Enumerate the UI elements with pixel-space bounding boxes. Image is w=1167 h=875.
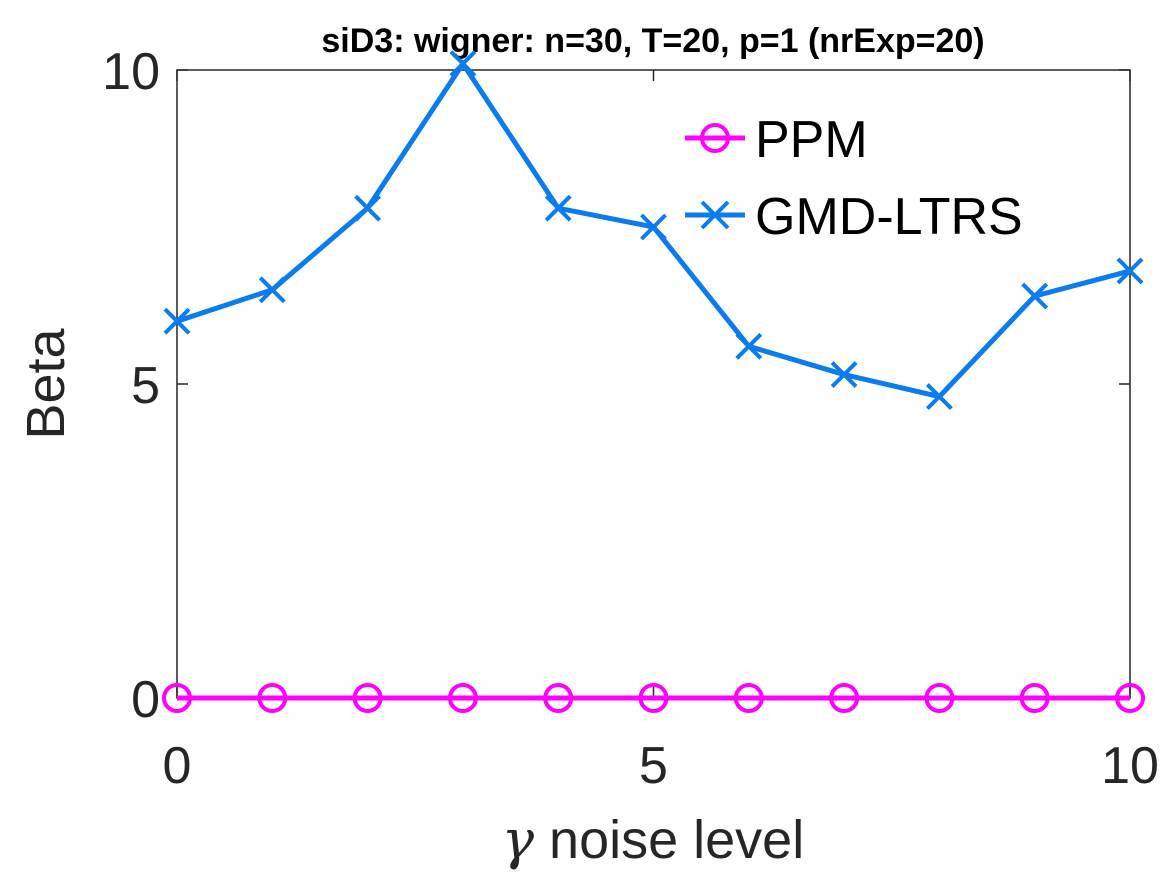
legend-ppm: PPM [685, 111, 868, 169]
y-tick-label: 10 [102, 43, 160, 101]
series-ppm-point [638, 683, 669, 713]
series-ppm [162, 683, 1145, 713]
x-axis-symbol: γ [502, 808, 535, 871]
series-gmd-ltrs-point [354, 194, 382, 222]
legend-gmd-ltrs: GMD-LTRS [685, 188, 1023, 246]
chart-title: siD3: wigner: n=30, T=20, p=1 (nrExp=20) [321, 22, 984, 60]
x-axis-label-text: noise level [534, 810, 804, 870]
series-ppm-point [1019, 683, 1050, 713]
series-ppm-point [829, 683, 860, 713]
series-gmd-ltrs-point [925, 383, 953, 410]
series-ppm-point [447, 683, 478, 713]
series-gmd-ltrs [163, 50, 1144, 410]
series-gmd-ltrs-point [449, 50, 477, 78]
series-ppm-point [352, 683, 383, 713]
y-tick-label: 0 [131, 671, 160, 729]
series-ppm-point [1115, 683, 1145, 713]
y-tick-label: 5 [131, 357, 160, 415]
series-ppm-point [162, 683, 192, 713]
series-gmd-ltrs-point [163, 307, 191, 335]
series-ppm-point [543, 683, 574, 713]
x-tick-label: 10 [1101, 737, 1159, 795]
legend: PPM GMD-LTRS [685, 111, 1023, 246]
series-layer [162, 50, 1145, 713]
legend-gmd-ltrs-label: GMD-LTRS [755, 188, 1023, 246]
series-gmd-ltrs-point [1021, 282, 1049, 310]
series-gmd-ltrs-point [735, 332, 763, 360]
x-tick-label: 0 [163, 737, 192, 795]
series-ppm-point [257, 683, 288, 713]
series-gmd-ltrs-point [258, 276, 286, 304]
legend-gmd-ltrs-point [700, 200, 730, 230]
y-axis-label: Beta [16, 327, 76, 439]
plot-area [176, 69, 1131, 699]
series-ppm-point [924, 683, 955, 713]
series-gmd-ltrs-point [640, 213, 667, 241]
legend-ppm-point [700, 123, 730, 153]
series-gmd-ltrs-point [1116, 257, 1144, 285]
series-ppm-point [733, 683, 764, 713]
legend-ppm-label: PPM [755, 111, 868, 169]
x-axis-label: γ noise level [502, 808, 804, 871]
axis-ticks: 0 5 10 0 5 10 [102, 43, 1159, 795]
x-tick-label: 5 [639, 737, 668, 795]
series-gmd-ltrs-point [830, 361, 858, 388]
series-gmd-ltrs-point [544, 194, 572, 222]
